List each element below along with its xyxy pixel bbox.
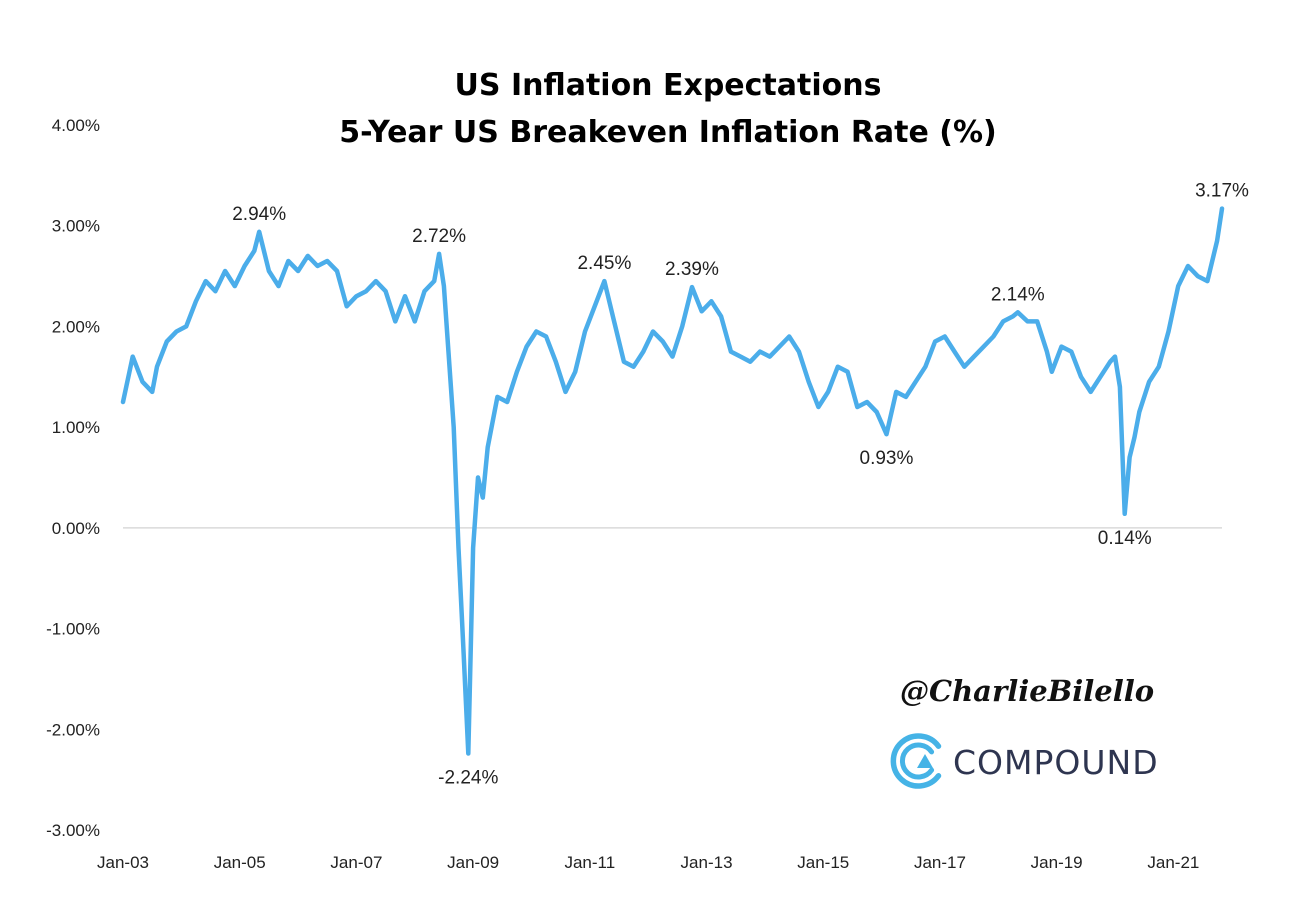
y-tick-label: 0.00%: [52, 519, 100, 538]
author-handle: @CharlieBilello: [900, 674, 1154, 708]
x-tick-label: Jan-05: [214, 853, 266, 872]
x-axis: Jan-03 Jan-05 Jan-07 Jan-09 Jan-11 Jan-13 Jan-…: [97, 853, 1199, 872]
y-axis: 4.00% 3.00% 2.00% 1.00% 0.00% -1.00% -2.00% -3.…: [46, 116, 100, 840]
y-tick-label: 4.00%: [52, 116, 100, 135]
x-tick-label: Jan-07: [330, 853, 382, 872]
x-tick-label: Jan-19: [1031, 853, 1083, 872]
series-line-breakeven: [120, 206, 1225, 756]
y-tick-label: 1.00%: [52, 418, 100, 437]
x-tick-label: Jan-15: [797, 853, 849, 872]
chart-subtitle: 5-Year US Breakeven Inflation Rate (%): [339, 115, 997, 150]
chart-title: US Inflation Expectations: [455, 68, 882, 103]
x-tick-label: Jan-17: [914, 853, 966, 872]
data-label: 2.45%: [577, 253, 631, 274]
data-label: 2.39%: [665, 259, 719, 280]
data-label: 3.17%: [1195, 181, 1249, 202]
data-label: -2.24%: [438, 767, 498, 788]
watermark: @CharlieBilello COMPOUND: [890, 674, 1159, 789]
y-tick-label: -2.00%: [46, 720, 100, 739]
data-label: 2.72%: [412, 226, 466, 247]
brand-name: COMPOUND: [953, 743, 1159, 782]
data-label: 0.93%: [860, 448, 914, 469]
data-label: 2.94%: [232, 204, 286, 225]
compound-logo-icon: [890, 733, 942, 789]
x-tick-label: Jan-03: [97, 853, 149, 872]
x-tick-label: Jan-13: [681, 853, 733, 872]
y-tick-label: 2.00%: [52, 317, 100, 336]
annotations: 2.94% 2.72% -2.24% 2.45% 2.39% 0.93% 2.14% 0.14…: [232, 181, 1249, 789]
y-tick-label: -3.00%: [46, 821, 100, 840]
data-label: 0.14%: [1098, 528, 1152, 549]
x-tick-label: Jan-21: [1147, 853, 1199, 872]
data-label: 2.14%: [991, 284, 1045, 305]
y-tick-label: -1.00%: [46, 620, 100, 639]
x-tick-label: Jan-09: [447, 853, 499, 872]
y-tick-label: 3.00%: [52, 217, 100, 236]
x-tick-label: Jan-11: [564, 853, 615, 872]
